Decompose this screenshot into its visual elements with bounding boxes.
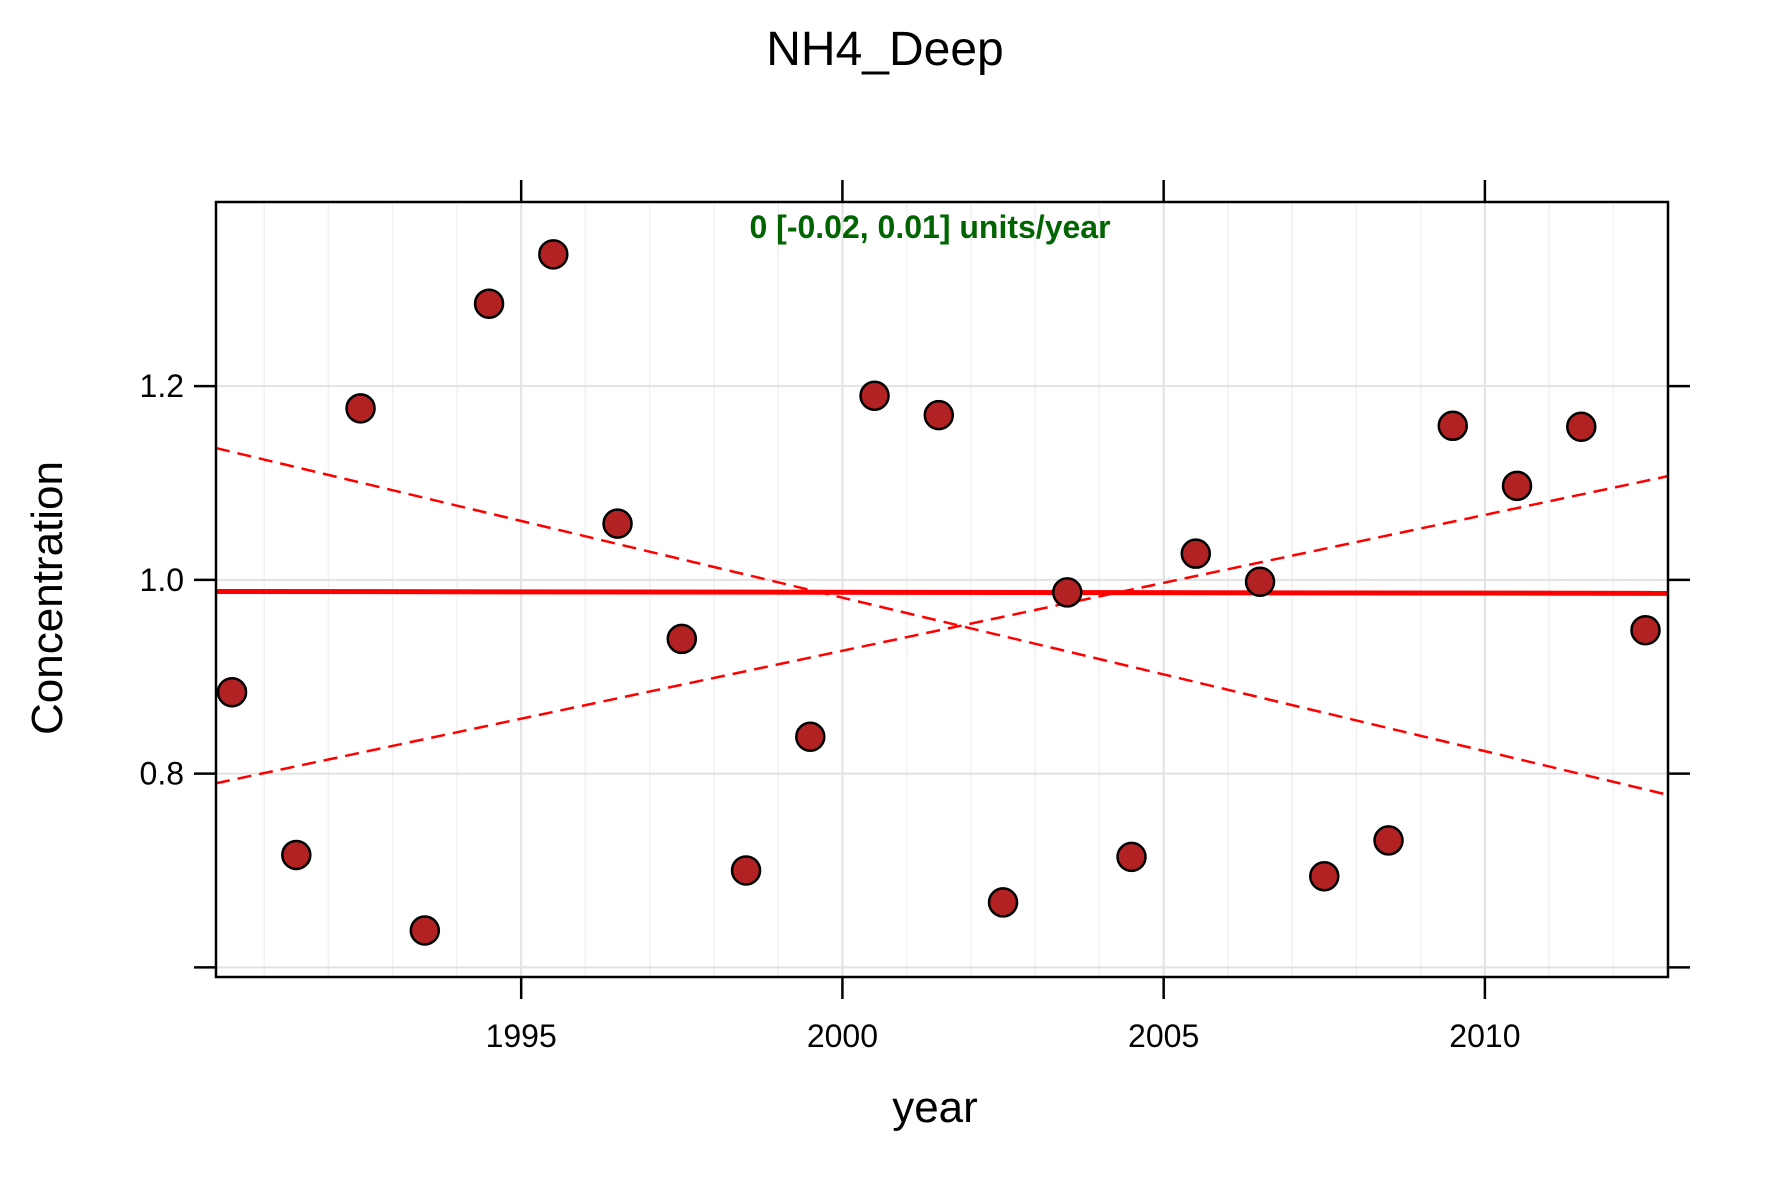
data-point	[1180, 538, 1212, 569]
trend-annotation: 0 [-0.02, 0.01] units/year	[749, 209, 1110, 245]
data-point	[795, 721, 826, 752]
confidence-bounds	[215, 446, 1669, 797]
y-axis: 0.8 1.0 1.2	[140, 368, 1690, 969]
lower-bound-line	[215, 474, 1669, 785]
data-point	[216, 676, 248, 708]
x-axis: 1995 2000 2005 2010	[486, 180, 1520, 1054]
data-point	[1052, 577, 1083, 608]
data-point	[1244, 566, 1276, 597]
data-point	[1501, 470, 1533, 502]
data-point	[602, 508, 633, 539]
data-point	[1309, 861, 1340, 892]
data-point	[281, 839, 312, 871]
plot-border	[214, 200, 1670, 979]
data-point	[1630, 614, 1661, 646]
data-point	[538, 239, 569, 270]
trend-line	[215, 588, 1669, 596]
data-point	[1437, 410, 1469, 442]
x-axis-label: year	[892, 1083, 978, 1132]
x-tick-label: 2000	[807, 1018, 878, 1054]
data-points	[216, 239, 1661, 946]
data-point	[987, 887, 1019, 918]
x-tick-label: 1995	[486, 1018, 557, 1054]
x-tick-label: 2010	[1449, 1018, 1520, 1054]
y-tick-label: 0.8	[140, 756, 184, 792]
plot-frame	[214, 200, 1670, 979]
data-point	[730, 855, 762, 886]
data-point	[923, 399, 955, 431]
data-point	[859, 380, 890, 411]
y-axis-label: Concentration	[23, 461, 72, 735]
data-point	[473, 288, 505, 319]
data-point	[666, 623, 698, 655]
data-point	[1116, 841, 1147, 873]
grid	[216, 202, 1668, 977]
data-point	[409, 915, 441, 946]
upper-bound-line	[215, 446, 1669, 797]
data-point	[1566, 411, 1597, 442]
y-tick-label: 1.0	[140, 562, 184, 598]
y-tick-label: 1.2	[140, 368, 184, 404]
x-tick-label: 2005	[1128, 1018, 1199, 1054]
chart-title: NH4_Deep	[766, 23, 1003, 76]
trend-line-group	[215, 588, 1669, 596]
data-point	[345, 393, 376, 424]
data-point	[1373, 825, 1404, 856]
